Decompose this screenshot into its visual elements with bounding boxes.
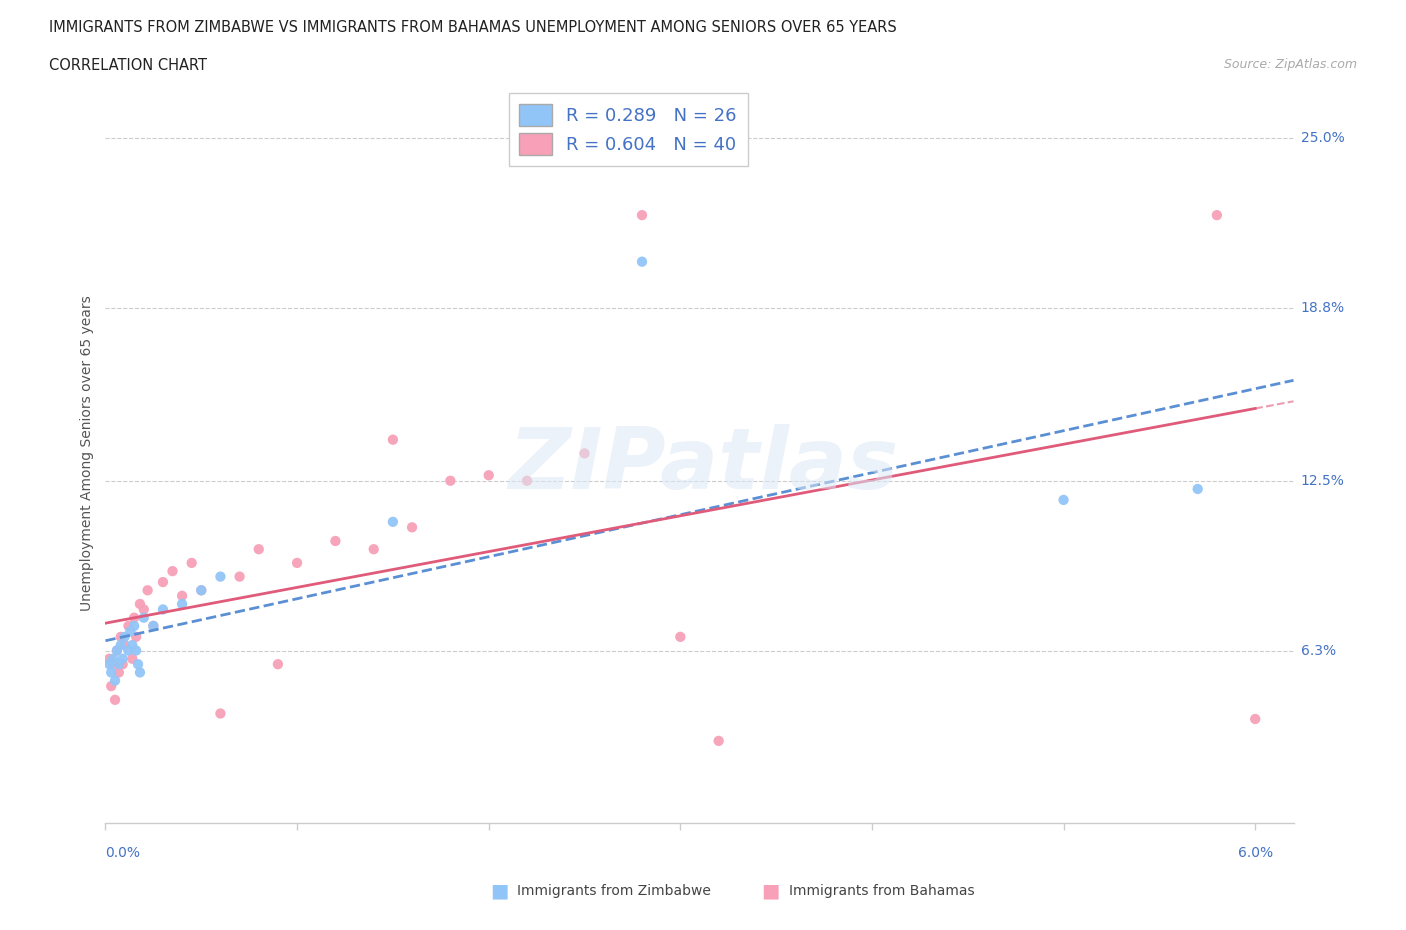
Point: [101, 657, 124, 671]
Point: [127, 657, 149, 671]
Point: [122, 618, 145, 633]
Point: [172, 596, 194, 611]
Point: [121, 638, 143, 653]
Point: [110, 638, 132, 653]
Point: [1052, 493, 1074, 508]
Point: [209, 706, 232, 721]
Point: [247, 542, 270, 557]
Point: [669, 630, 692, 644]
Point: [132, 610, 155, 625]
Text: CORRELATION CHART: CORRELATION CHART: [49, 58, 207, 73]
Point: [228, 569, 250, 584]
Point: [117, 618, 139, 633]
Point: [132, 602, 155, 617]
Point: [122, 610, 145, 625]
Text: 25.0%: 25.0%: [1301, 131, 1344, 145]
Point: [105, 644, 128, 658]
Point: [114, 630, 136, 644]
Point: [117, 644, 139, 658]
Point: [108, 665, 131, 680]
Point: [190, 583, 212, 598]
Point: [100, 679, 122, 694]
Text: Immigrants from Bahamas: Immigrants from Bahamas: [789, 884, 974, 898]
Point: [381, 432, 404, 447]
Point: [162, 564, 184, 578]
Point: [152, 602, 174, 617]
Point: [401, 520, 423, 535]
Point: [129, 665, 152, 680]
Point: [325, 534, 347, 549]
Point: [516, 473, 538, 488]
Text: IMMIGRANTS FROM ZIMBABWE VS IMMIGRANTS FROM BAHAMAS UNEMPLOYMENT AMONG SENIORS O: IMMIGRANTS FROM ZIMBABWE VS IMMIGRANTS F…: [49, 20, 897, 35]
Text: Immigrants from Zimbabwe: Immigrants from Zimbabwe: [517, 884, 711, 898]
Point: [363, 542, 385, 557]
Point: [120, 624, 142, 639]
Text: Source: ZipAtlas.com: Source: ZipAtlas.com: [1223, 58, 1357, 71]
Text: 6.0%: 6.0%: [1237, 846, 1272, 860]
Text: 6.3%: 6.3%: [1301, 644, 1336, 658]
Point: [209, 569, 232, 584]
Text: ■: ■: [761, 882, 780, 900]
Point: [1187, 482, 1209, 497]
Point: [574, 445, 596, 460]
Point: [142, 618, 165, 633]
Point: [98, 651, 121, 666]
Point: [172, 589, 194, 604]
Text: ZIPatlas: ZIPatlas: [508, 423, 898, 507]
Point: [101, 651, 124, 666]
Point: [111, 651, 134, 666]
Point: [125, 630, 148, 644]
Point: [104, 692, 127, 708]
Point: [136, 583, 159, 598]
Point: [1244, 711, 1267, 726]
Point: [142, 618, 165, 633]
Point: [104, 673, 127, 688]
Point: [105, 644, 128, 658]
Point: [439, 473, 461, 488]
Point: [180, 555, 202, 570]
Point: [1205, 207, 1227, 222]
Text: 18.8%: 18.8%: [1301, 301, 1344, 315]
Point: [631, 207, 654, 222]
Text: 12.5%: 12.5%: [1301, 473, 1344, 487]
Point: [108, 657, 131, 671]
Point: [478, 468, 501, 483]
Point: [285, 555, 308, 570]
Point: [267, 657, 290, 671]
Point: [100, 665, 122, 680]
Point: [190, 583, 212, 598]
Point: [129, 596, 152, 611]
Point: [98, 657, 121, 671]
Point: [707, 734, 730, 749]
Point: [631, 254, 654, 269]
Text: 0.0%: 0.0%: [105, 846, 141, 860]
Point: [111, 657, 134, 671]
Point: [121, 651, 143, 666]
Text: ■: ■: [489, 882, 509, 900]
Point: [125, 644, 148, 658]
Point: [110, 630, 132, 644]
Legend: R = 0.289   N = 26, R = 0.604   N = 40: R = 0.289 N = 26, R = 0.604 N = 40: [509, 93, 748, 166]
Point: [114, 638, 136, 653]
Y-axis label: Unemployment Among Seniors over 65 years: Unemployment Among Seniors over 65 years: [80, 296, 94, 611]
Point: [381, 514, 404, 529]
Point: [152, 575, 174, 590]
